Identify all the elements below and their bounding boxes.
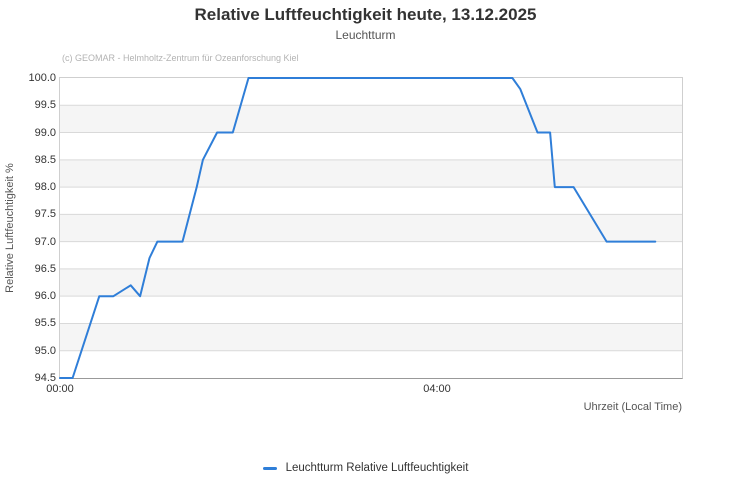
plot-band bbox=[60, 159, 682, 188]
legend-item-leuchtturm[interactable]: Leuchtturm Relative Luftfeuchtigkeit bbox=[262, 462, 469, 474]
y-axis-label: 99.0 bbox=[34, 126, 56, 139]
y-axis-label: 95.0 bbox=[34, 344, 56, 357]
x-axis-label: 04:00 bbox=[423, 383, 451, 395]
plot-band bbox=[60, 296, 682, 324]
y-axis-label: 100.0 bbox=[28, 72, 56, 84]
legend: Leuchtturm Relative Luftfeuchtigkeit bbox=[0, 458, 731, 478]
humidity-line-chart bbox=[59, 77, 682, 379]
plot-band bbox=[60, 214, 682, 242]
plot-band bbox=[60, 350, 682, 378]
y-axis-label: 95.5 bbox=[34, 317, 56, 330]
plot-band bbox=[60, 78, 682, 106]
y-axis-label: 97.5 bbox=[34, 208, 56, 221]
series-line bbox=[59, 77, 657, 379]
y-axis-label: 98.0 bbox=[34, 181, 56, 194]
chart-subtitle: Leuchtturm bbox=[335, 28, 396, 42]
y-axis-title: Relative Luftfeuchtigkeit % bbox=[4, 163, 16, 293]
legend-item-label: Leuchtturm Relative Luftfeuchtigkeit bbox=[285, 462, 469, 474]
y-axis-label: 96.5 bbox=[34, 262, 56, 275]
x-axis-title: Uhrzeit (Local Time) bbox=[583, 401, 682, 413]
x-axis-label: 00:00 bbox=[46, 383, 74, 395]
plot-band bbox=[60, 323, 682, 351]
plot-band bbox=[60, 241, 682, 269]
y-axis-label: 97.0 bbox=[34, 235, 56, 248]
chart-title: Relative Luftfeuchtigkeit heute, 13.12.2… bbox=[194, 5, 537, 24]
y-axis-label: 98.5 bbox=[34, 153, 56, 166]
y-axis-label: 99.5 bbox=[34, 99, 56, 112]
y-axis-label: 96.0 bbox=[34, 290, 56, 303]
plot-band bbox=[60, 187, 682, 215]
y-axis-label: 94.5 bbox=[34, 372, 56, 384]
plot-band bbox=[60, 268, 682, 297]
plot-band bbox=[60, 132, 682, 160]
legend-line-marker-icon bbox=[262, 466, 277, 470]
plot-area bbox=[59, 77, 683, 379]
credit-text: (c) GEOMAR - Helmholtz-Zentrum für Ozean… bbox=[62, 53, 299, 63]
plot-band bbox=[60, 105, 682, 133]
